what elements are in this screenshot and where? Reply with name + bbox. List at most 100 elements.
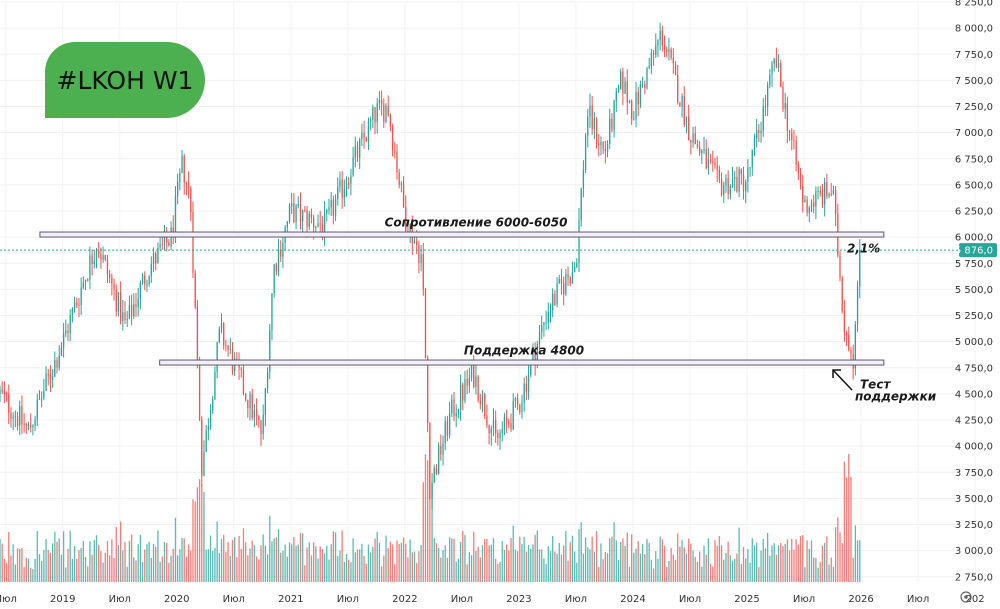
volume-bar [775,554,778,582]
candle-body [492,420,495,429]
candle-body [409,224,411,236]
volume-bar [242,528,245,582]
x-tick-label: 2023 [506,594,531,605]
candle-body [203,451,205,476]
candle-body [466,379,468,386]
volume-bar [525,551,528,582]
candle-body [782,86,784,109]
volume-bar [337,555,339,582]
volume-bar [249,548,251,582]
volume-bar [646,538,648,582]
candle-body [424,289,427,359]
candle-body [229,348,231,350]
candle-body [666,49,668,52]
volume-bar [582,553,585,582]
volume-bar [330,544,332,582]
candle-body [345,183,348,190]
resistance-label: Сопротивление 6000-6050 [385,216,568,230]
candle-body [841,277,843,311]
volume-bar [859,540,861,582]
candle-body [308,213,310,227]
volume-bar [852,557,854,582]
candle-body [648,66,650,69]
x-tick-label: 2020 [164,594,189,605]
volume-bar [299,532,302,582]
volume-bar [271,541,273,582]
candle-body [630,100,633,120]
candle-body [549,309,552,313]
candle-body [534,349,536,365]
candle-body [398,172,400,185]
volume-bar [655,551,657,582]
candle-body [527,374,530,392]
y-tick-label: 6 750,0 [955,154,993,165]
candle-body [734,177,736,179]
candle-body [563,283,565,294]
volume-bar [633,552,635,582]
volume-bar [832,566,835,582]
candle-body [628,100,631,103]
volume-bar [150,557,152,582]
candle-body [380,100,383,105]
volume-bar [168,562,170,582]
volume-bar [304,565,306,582]
volume-bar [749,562,751,582]
volume-bar [587,547,589,582]
candle-body [641,84,644,86]
candle-body [712,161,714,163]
volume-bar [839,532,841,582]
volume-bar [106,541,109,582]
volume-bar [523,537,525,582]
volume-bar [630,534,633,582]
volume-bar [196,487,199,582]
volume-bar [8,532,10,582]
candle-body [582,170,585,189]
volume-bar [545,564,547,582]
volume-bar [113,558,115,582]
candle-body [448,413,451,436]
candle-body [788,130,791,133]
volume-bar [780,542,782,582]
candle-body [758,130,760,134]
candle-body [481,393,484,405]
x-tick-label: 2026 [848,594,873,605]
volume-bar [830,557,832,582]
candle-body [799,173,802,186]
candle-body [609,118,611,144]
candle-body [738,169,740,192]
candle-body [269,329,271,372]
candle-body [545,322,547,324]
gear-icon[interactable] [960,591,972,603]
volume-bar [34,558,36,582]
volume-bar [756,542,758,582]
volume-bar [117,544,120,582]
candle-body [391,126,394,151]
volume-bar [727,541,729,582]
candle-body [109,274,111,278]
volume-bar [14,564,17,582]
volume-bar [666,567,668,582]
volume-bar [310,555,313,582]
candle-body [0,389,1,394]
volume-bar [328,559,330,582]
support-test-label-line1: Тест [860,378,891,392]
candle-body [604,148,606,152]
candle-body [692,133,694,143]
candle-body [93,260,95,265]
candle-body [181,155,183,173]
volume-bar [683,547,685,582]
volume-bar [82,541,85,582]
candle-body [80,287,82,305]
candle-body [611,118,613,131]
volume-bar [453,538,455,582]
volume-bar [420,545,422,582]
candle-body [141,275,144,283]
volume-bar [367,544,370,582]
volume-bar [152,543,155,582]
volume-bar [280,552,282,582]
candle-body [67,330,69,334]
volume-bar [71,558,74,582]
volume-bar [541,549,543,582]
volume-bar [473,531,475,582]
volume-bar [141,562,144,582]
